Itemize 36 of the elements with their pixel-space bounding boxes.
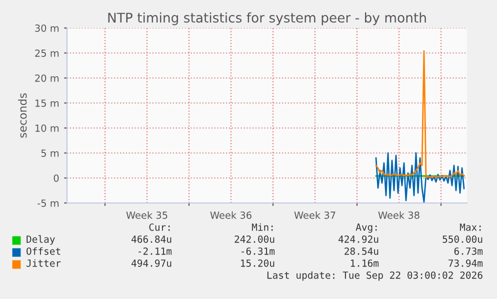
legend-label: Offset	[26, 247, 60, 255]
legend-label: Delay	[26, 235, 55, 245]
chart-title: NTP timing statistics for system peer - by month	[108, 12, 426, 26]
x-tick-label: Week 38	[378, 211, 420, 219]
text: 6.73m	[454, 247, 483, 255]
y-tick-label: 15 m	[36, 100, 59, 107]
text: 424.92u	[338, 235, 378, 243]
text: Avg:	[356, 224, 377, 233]
text: -2.11m	[138, 247, 172, 255]
text: 494.97u	[132, 259, 172, 267]
text: Last update: Tue Sep 22 03:00:02 2026	[267, 271, 482, 281]
text: 242.00u	[234, 235, 274, 243]
y-tick-label: -5 m	[38, 200, 59, 207]
text: -6.31m	[242, 247, 275, 255]
y-tick-label: 20 m	[35, 74, 59, 82]
x-tick-label: Week 35	[126, 211, 168, 219]
y-tick-label: 0	[54, 174, 59, 182]
text: Max:	[460, 224, 481, 231]
text: 15.20u	[241, 259, 274, 267]
y-tick-label: 5 m	[41, 150, 59, 157]
x-tick-label: Week 36	[210, 211, 252, 219]
line-series	[375, 50, 465, 178]
text: 28.54u	[344, 247, 378, 255]
y-tick-label: 25 m	[35, 49, 59, 57]
text: 466.84u	[132, 235, 172, 243]
x-tick-label: Week 37	[294, 211, 336, 219]
text: Cur:	[149, 223, 170, 231]
y-tick-label: 10 m	[36, 124, 59, 132]
text: 550.00u	[442, 235, 482, 243]
line-series	[375, 152, 465, 203]
legend-label: Jitter	[26, 259, 61, 267]
text: 73.94m	[448, 259, 483, 267]
y-tick-label: 30 m	[35, 24, 59, 32]
text: Min:	[252, 223, 273, 231]
text: 1.16m	[350, 259, 379, 267]
y-axis-title: seconds	[18, 93, 27, 138]
